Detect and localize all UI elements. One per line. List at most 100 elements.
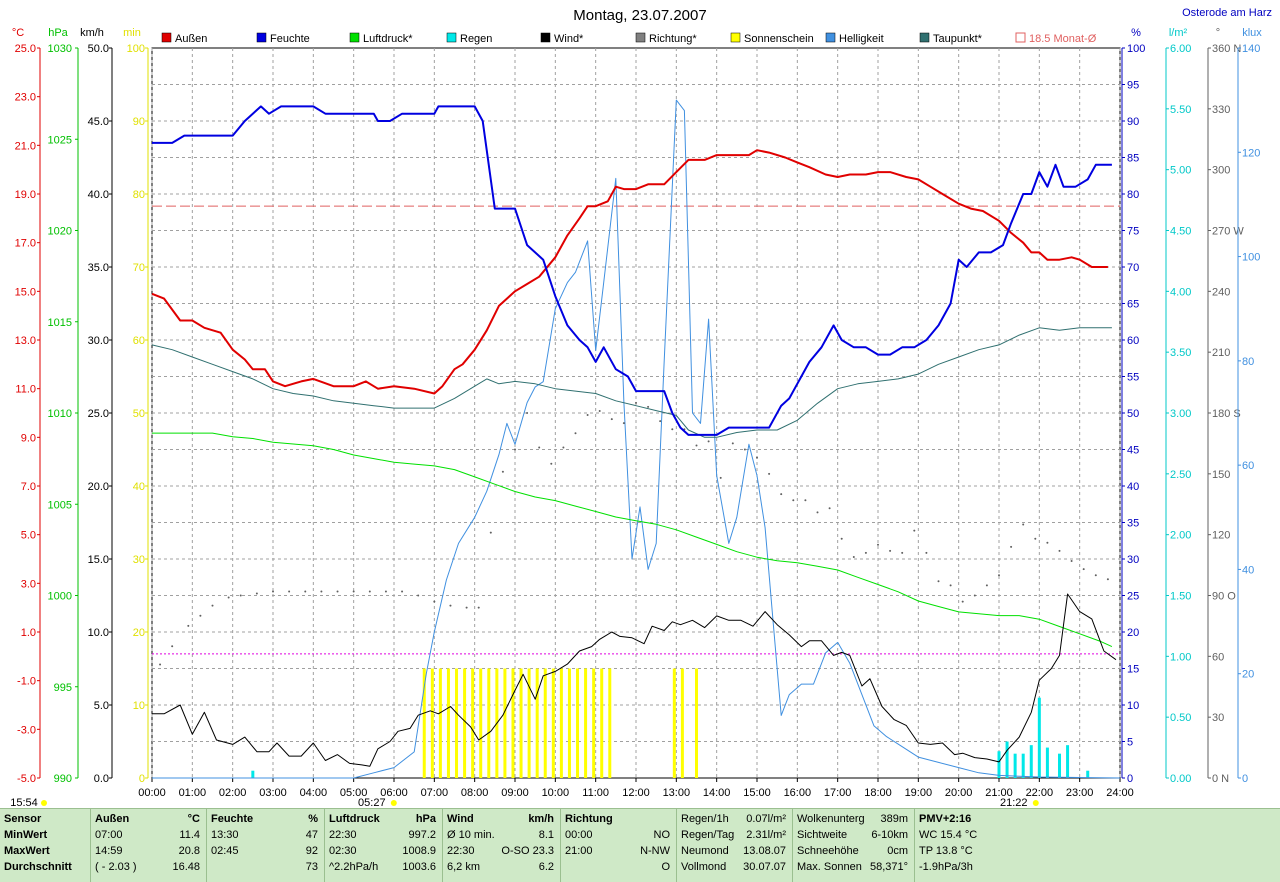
legend-swatch [825, 32, 836, 43]
x-tick-label: 10:00 [542, 787, 570, 799]
axis-label-rain: 5.50 [1170, 104, 1191, 116]
richtung-max-value: N-NW [640, 845, 670, 857]
x-tick-label: 18:00 [864, 787, 892, 799]
axis-label-pressure: 1030 [48, 43, 72, 55]
axis-label-humidity: 95 [1127, 80, 1139, 92]
legend-label: Taupunkt* [933, 33, 983, 45]
legend-swatch [256, 32, 267, 43]
axis-label-rain: 1.50 [1170, 591, 1191, 603]
unit-label-brightness: klux [1242, 27, 1262, 39]
axis-label-wind: 50.0 [88, 43, 109, 55]
axis-label-rain: 4.00 [1170, 286, 1191, 298]
axis-label-brightness: 0 [1242, 773, 1248, 785]
wind-distance: 6,2 km [447, 861, 481, 873]
legend-swatch [919, 32, 930, 43]
aussen-avg-note: ( - 2.03 ) [95, 861, 137, 873]
axis-label-temp: 11.0 [15, 384, 36, 396]
direction-point [1106, 578, 1109, 581]
luftdruck-max-time: 02:30 [329, 845, 357, 857]
direction-point [352, 590, 355, 593]
axis-label-rain: 2.00 [1170, 530, 1191, 542]
rain-bar [251, 770, 255, 778]
unit-label-wind: km/h [80, 27, 104, 39]
axis-label-temp: 3.0 [21, 578, 36, 590]
axis-label-humidity: 85 [1127, 153, 1139, 165]
axis-label-rain: 0.00 [1170, 773, 1191, 785]
x-tick-label: 24:00 [1106, 787, 1134, 799]
aussen-min-value: 11.4 [179, 829, 200, 841]
axis-label-temp: 21.0 [15, 140, 36, 152]
pmv-column: PMV+2:16 WC 15.4 °C TP 13.8 °C -1.9hPa/3… [914, 809, 1014, 882]
x-tick-label: 13:00 [663, 787, 691, 799]
pressure-trend-value: -1.9hPa/3h [919, 861, 973, 873]
direction-point [199, 614, 202, 617]
direction-point [756, 456, 758, 459]
legend-swatch [349, 32, 360, 43]
max-sonnen-label: Max. Sonnen [797, 861, 862, 873]
axis-label-temp: 23.0 [15, 92, 36, 104]
sunshine-bar [527, 668, 531, 778]
axis-label-brightness: 60 [1242, 460, 1254, 472]
direction-point [304, 590, 307, 593]
schneehoehe-value: 0cm [887, 845, 908, 857]
x-tick-label: 04:00 [300, 787, 328, 799]
direction-point [901, 551, 904, 554]
axis-label-temp: 25.0 [15, 43, 36, 55]
direction-point [1094, 574, 1097, 577]
axis-label-rain: 2.50 [1170, 469, 1191, 481]
axis-label-pressure: 1020 [48, 226, 72, 238]
axis-label-temp: 19.0 [15, 189, 36, 201]
wind-head: Wind [447, 813, 474, 825]
axis-label-pressure: 990 [54, 773, 72, 785]
axis-label-sunshine: 100 [127, 43, 145, 55]
sunshine-bar [680, 668, 684, 778]
min-label: MinWert [4, 829, 48, 841]
axis-label-rain: 0.50 [1170, 712, 1191, 724]
axis-label-brightness: 20 [1242, 669, 1254, 681]
axis-label-direction: 300 [1212, 165, 1230, 177]
richtung-min-value: NO [653, 829, 671, 841]
direction-point [780, 493, 783, 496]
direction-point [610, 418, 613, 421]
x-tick-label: 17:00 [824, 787, 852, 799]
axis-label-brightness: 140 [1242, 43, 1260, 55]
axis-label-wind: 45.0 [88, 116, 109, 128]
axis-label-temp: -3.0 [17, 724, 36, 736]
regen-column: Regen/1h 0.07l/m² Regen/Tag 2.31l/m² Neumo… [676, 809, 792, 882]
feuchte-max-value: 92 [305, 845, 318, 857]
sunshine-bar [608, 668, 612, 778]
direction-point [239, 594, 242, 597]
unit-label-temp: °C [12, 27, 24, 39]
luftdruck-max-value: 1008.9 [402, 845, 436, 857]
neumond-value: 13.08.07 [743, 845, 786, 857]
direction-point [925, 551, 928, 554]
x-tick-label: 14:00 [703, 787, 731, 799]
axis-label-brightness: 40 [1242, 564, 1254, 576]
direction-point [501, 470, 504, 473]
direction-point [336, 590, 339, 593]
x-tick-label: 03:00 [259, 787, 287, 799]
axis-label-wind: 20.0 [88, 481, 109, 493]
luftdruck-head: Luftdruck [329, 813, 380, 825]
axis-label-rain: 3.00 [1170, 408, 1191, 420]
direction-point [852, 555, 855, 558]
rain-bar [1013, 753, 1017, 778]
axis-label-humidity: 100 [1127, 43, 1145, 55]
axis-label-temp: 13.0 [15, 335, 36, 347]
feuchte-column: Feuchte% 13:30 47 02:45 92 73 [206, 809, 324, 882]
legend-swatch [446, 32, 457, 43]
wind-avg10-value: 8.1 [538, 829, 554, 841]
sunshine-bar [487, 668, 491, 778]
axis-label-temp: 7.0 [21, 481, 36, 493]
aussen-column: Außen °C 07:00 11.4 14:59 20.8 ( - 2.03 ) 16… [90, 809, 206, 882]
x-tick-label: 00:00 [138, 787, 166, 799]
avg-label: Durchschnitt [4, 861, 72, 873]
legend-label: Richtung* [649, 33, 697, 45]
aussen-unit: °C [187, 813, 200, 825]
axis-label-humidity: 20 [1127, 627, 1139, 639]
series-line-wind [152, 593, 1117, 767]
unit-label-direction: ° [1216, 27, 1220, 39]
chart-title: Montag, 23.07.2007 [573, 7, 706, 24]
axis-label-direction: 150 [1212, 469, 1230, 481]
direction-point [707, 440, 710, 443]
